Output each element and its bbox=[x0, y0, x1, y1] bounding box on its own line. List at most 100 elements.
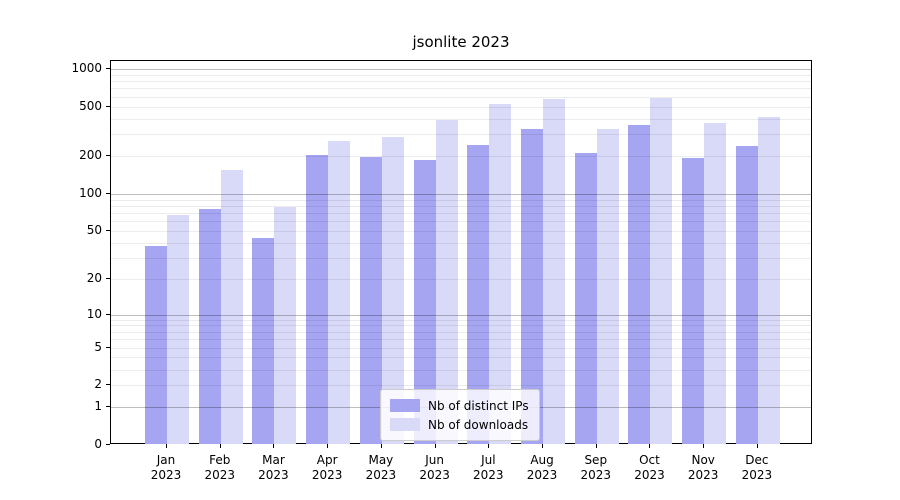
x-tick-jan bbox=[166, 444, 167, 448]
x-tick-feb bbox=[219, 444, 221, 448]
x-tick-jun bbox=[434, 444, 436, 448]
gridline-10 bbox=[111, 314, 811, 316]
gridline-7 bbox=[111, 331, 811, 333]
x-tick-label-feb: Feb 2023 bbox=[204, 453, 235, 482]
gridline-6 bbox=[111, 339, 811, 341]
legend-swatch-downloads bbox=[390, 418, 420, 431]
bar-ips-mar bbox=[252, 237, 275, 444]
bar-ips-dec bbox=[735, 146, 758, 444]
x-tick-oct bbox=[649, 444, 651, 448]
gridline-200 bbox=[111, 156, 811, 158]
y-tick-50 bbox=[106, 230, 110, 232]
y-tick-1000 bbox=[106, 68, 110, 70]
legend: Nb of distinct IPs Nb of downloads bbox=[380, 389, 540, 441]
y-tick-label-1000: 1000 bbox=[71, 61, 102, 76]
x-tick-label-aug: Aug 2023 bbox=[526, 453, 558, 482]
x-tick-nov bbox=[703, 444, 705, 448]
gridline-100 bbox=[111, 193, 811, 195]
gridline-2 bbox=[111, 385, 811, 387]
legend-label-downloads: Nb of downloads bbox=[428, 417, 529, 432]
y-tick-label-0: 0 bbox=[94, 437, 102, 451]
bar-ips-apr bbox=[306, 154, 329, 444]
gridline-4 bbox=[111, 357, 811, 359]
y-tick-5 bbox=[106, 346, 110, 348]
bar-ips-jun bbox=[413, 160, 436, 444]
gridline-60 bbox=[111, 221, 811, 223]
bar-downloads-jul bbox=[489, 104, 512, 444]
x-tick-label-mar: Mar 2023 bbox=[258, 453, 289, 482]
y-tick-label-2: 2 bbox=[94, 377, 102, 392]
gridline-500 bbox=[111, 106, 811, 108]
gridline-50 bbox=[111, 231, 811, 233]
y-tick-label-20: 20 bbox=[86, 271, 102, 286]
bar-ips-aug bbox=[521, 129, 544, 444]
bar-downloads-oct bbox=[650, 98, 673, 444]
x-tick-label-jul: Jul 2023 bbox=[473, 453, 504, 482]
gridline-80 bbox=[111, 205, 811, 207]
x-tick-label-nov: Nov 2023 bbox=[687, 453, 719, 482]
gridline-300 bbox=[111, 134, 811, 136]
bar-downloads-apr bbox=[328, 141, 351, 444]
y-tick-200 bbox=[106, 155, 110, 157]
bar-downloads-jun bbox=[435, 120, 458, 444]
x-tick-aug bbox=[542, 444, 544, 448]
gridline-20 bbox=[111, 279, 811, 281]
y-tick-label-200: 200 bbox=[79, 148, 102, 163]
bar-downloads-dec bbox=[757, 117, 780, 444]
x-tick-label-sep: Sep 2023 bbox=[580, 453, 612, 482]
y-tick-10 bbox=[106, 313, 110, 315]
legend-label-distinct-ips: Nb of distinct IPs bbox=[428, 398, 529, 413]
bar-downloads-may bbox=[381, 137, 404, 444]
gridline-400 bbox=[111, 118, 811, 120]
bar-downloads-sep bbox=[596, 129, 619, 444]
legend-swatch-distinct-ips bbox=[390, 399, 420, 412]
y-tick-label-10: 10 bbox=[86, 306, 102, 321]
gridline-900 bbox=[111, 74, 811, 76]
x-tick-label-may: May 2023 bbox=[365, 453, 397, 482]
x-tick-label-apr: Apr 2023 bbox=[311, 453, 343, 482]
bar-ips-oct bbox=[628, 125, 651, 444]
y-tick-500 bbox=[106, 105, 110, 107]
bar-ips-may bbox=[359, 156, 382, 444]
bar-downloads-jan bbox=[167, 214, 189, 444]
x-tick-label-dec: Dec 2023 bbox=[741, 453, 773, 482]
bar-ips-jul bbox=[467, 145, 490, 444]
y-tick-2 bbox=[106, 384, 110, 386]
y-tick-label-100: 100 bbox=[79, 185, 102, 200]
legend-entry-distinct-ips: Nb of distinct IPs bbox=[390, 396, 529, 415]
bar-downloads-feb bbox=[220, 170, 243, 444]
x-tick-mar bbox=[273, 444, 275, 448]
x-tick-label-jan: Jan 2023 bbox=[150, 453, 182, 482]
y-tick-label-50: 50 bbox=[86, 223, 102, 238]
y-tick-label-1: 1 bbox=[94, 399, 102, 414]
gridline-700 bbox=[111, 88, 811, 90]
bar-downloads-mar bbox=[274, 207, 297, 444]
gridline-600 bbox=[111, 96, 811, 98]
bar-ips-feb bbox=[198, 208, 221, 444]
x-tick-sep bbox=[595, 444, 597, 448]
gridline-70 bbox=[111, 213, 811, 215]
bar-ips-nov bbox=[682, 157, 705, 444]
gridline-30 bbox=[111, 258, 811, 260]
y-tick-1 bbox=[106, 406, 110, 408]
x-tick-label-oct: Oct 2023 bbox=[634, 453, 665, 482]
bar-downloads-aug bbox=[543, 99, 566, 444]
gridline-40 bbox=[111, 242, 811, 244]
x-tick-dec bbox=[756, 444, 758, 448]
x-tick-may bbox=[380, 444, 382, 448]
y-tick-0 bbox=[106, 444, 110, 445]
x-tick-label-jun: Jun 2023 bbox=[419, 453, 450, 482]
gridline-8 bbox=[111, 325, 811, 327]
y-tick-100 bbox=[106, 192, 110, 194]
gridline-800 bbox=[111, 81, 811, 83]
gridline-3 bbox=[111, 369, 811, 371]
x-tick-apr bbox=[327, 444, 329, 448]
gridline-5 bbox=[111, 347, 811, 349]
gridline-9 bbox=[111, 319, 811, 321]
bar-downloads-nov bbox=[704, 123, 727, 444]
bar-ips-jan bbox=[145, 245, 167, 444]
chart-title: jsonlite 2023 bbox=[412, 33, 510, 51]
y-tick-label-500: 500 bbox=[79, 98, 102, 113]
gridline-1000 bbox=[111, 69, 811, 71]
